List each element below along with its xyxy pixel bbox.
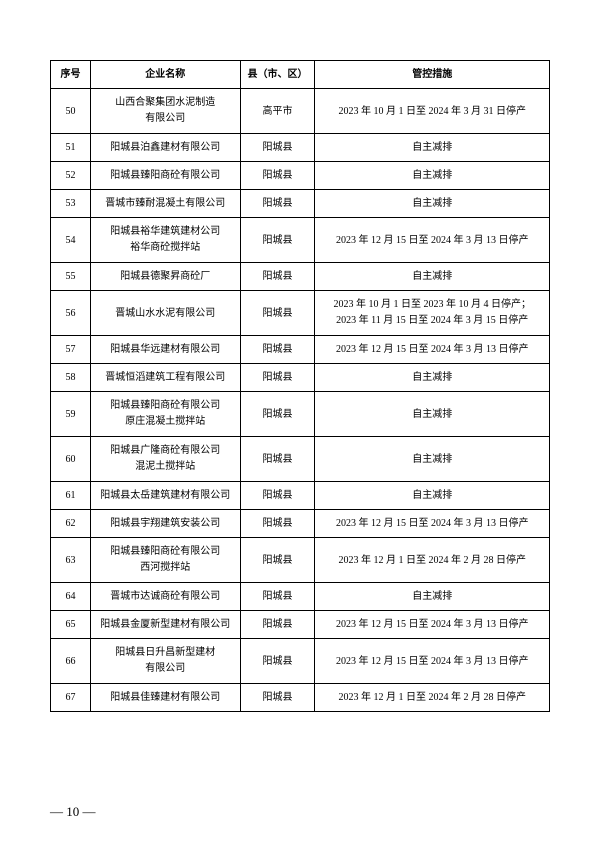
cell-region: 阳城县 (240, 538, 315, 583)
cell-name: 阳城县臻阳商砼有限公司 (90, 162, 240, 190)
cell-measure: 2023 年 12 月 15 日至 2024 年 3 月 13 日停产 (315, 336, 550, 364)
cell-seq: 58 (51, 364, 91, 392)
cell-name: 阳城县华远建材有限公司 (90, 336, 240, 364)
cell-seq: 62 (51, 510, 91, 538)
header-measure: 管控措施 (315, 61, 550, 89)
table-row: 66阳城县日升昌新型建材有限公司阳城县2023 年 12 月 15 日至 202… (51, 639, 550, 684)
cell-region: 阳城县 (240, 291, 315, 336)
cell-name: 阳城县臻阳商砼有限公司西河搅拌站 (90, 538, 240, 583)
cell-name: 阳城县德聚昇商砼厂 (90, 263, 240, 291)
cell-measure: 自主减排 (315, 482, 550, 510)
cell-measure: 2023 年 12 月 1 日至 2024 年 2 月 28 日停产 (315, 538, 550, 583)
cell-seq: 61 (51, 482, 91, 510)
cell-measure: 自主减排 (315, 162, 550, 190)
cell-name: 山西合聚集团水泥制造有限公司 (90, 89, 240, 134)
page-number: — 10 — (50, 804, 96, 820)
cell-seq: 55 (51, 263, 91, 291)
table-row: 57阳城县华远建材有限公司阳城县2023 年 12 月 15 日至 2024 年… (51, 336, 550, 364)
header-seq: 序号 (51, 61, 91, 89)
cell-measure: 自主减排 (315, 583, 550, 611)
cell-seq: 51 (51, 134, 91, 162)
cell-name: 晋城市臻耐混凝土有限公司 (90, 190, 240, 218)
cell-seq: 50 (51, 89, 91, 134)
table-row: 53晋城市臻耐混凝土有限公司阳城县自主减排 (51, 190, 550, 218)
cell-name: 阳城县广隆商砼有限公司混泥土搅拌站 (90, 437, 240, 482)
cell-seq: 52 (51, 162, 91, 190)
table-row: 56晋城山水水泥有限公司阳城县2023 年 10 月 1 日至 2023 年 1… (51, 291, 550, 336)
cell-region: 阳城县 (240, 162, 315, 190)
data-table: 序号 企业名称 县（市、区） 管控措施 50山西合聚集团水泥制造有限公司高平市2… (50, 60, 550, 712)
table-row: 52阳城县臻阳商砼有限公司阳城县自主减排 (51, 162, 550, 190)
cell-region: 阳城县 (240, 510, 315, 538)
cell-measure: 2023 年 12 月 15 日至 2024 年 3 月 13 日停产 (315, 639, 550, 684)
header-region: 县（市、区） (240, 61, 315, 89)
cell-region: 阳城县 (240, 482, 315, 510)
table-row: 60阳城县广隆商砼有限公司混泥土搅拌站阳城县自主减排 (51, 437, 550, 482)
cell-region: 阳城县 (240, 583, 315, 611)
cell-name: 阳城县佳臻建材有限公司 (90, 684, 240, 712)
cell-name: 阳城县泊鑫建材有限公司 (90, 134, 240, 162)
cell-seq: 56 (51, 291, 91, 336)
cell-measure: 2023 年 10 月 1 日至 2024 年 3 月 31 日停产 (315, 89, 550, 134)
table-row: 51阳城县泊鑫建材有限公司阳城县自主减排 (51, 134, 550, 162)
cell-name: 阳城县日升昌新型建材有限公司 (90, 639, 240, 684)
cell-seq: 67 (51, 684, 91, 712)
cell-seq: 60 (51, 437, 91, 482)
cell-measure: 2023 年 12 月 15 日至 2024 年 3 月 13 日停产 (315, 611, 550, 639)
cell-region: 阳城县 (240, 639, 315, 684)
cell-region: 阳城县 (240, 218, 315, 263)
cell-region: 阳城县 (240, 336, 315, 364)
cell-measure: 2023 年 12 月 1 日至 2024 年 2 月 28 日停产 (315, 684, 550, 712)
cell-region: 阳城县 (240, 684, 315, 712)
cell-seq: 53 (51, 190, 91, 218)
cell-name: 晋城市达诚商砼有限公司 (90, 583, 240, 611)
cell-measure: 自主减排 (315, 263, 550, 291)
cell-seq: 54 (51, 218, 91, 263)
cell-name: 晋城山水水泥有限公司 (90, 291, 240, 336)
table-row: 65阳城县金厦新型建材有限公司阳城县2023 年 12 月 15 日至 2024… (51, 611, 550, 639)
table-row: 63阳城县臻阳商砼有限公司西河搅拌站阳城县2023 年 12 月 1 日至 20… (51, 538, 550, 583)
table-row: 61阳城县太岳建筑建材有限公司阳城县自主减排 (51, 482, 550, 510)
table-row: 62阳城县宇翔建筑安装公司阳城县2023 年 12 月 15 日至 2024 年… (51, 510, 550, 538)
cell-region: 阳城县 (240, 190, 315, 218)
cell-region: 阳城县 (240, 263, 315, 291)
table-row: 54阳城县裕华建筑建材公司裕华商砼搅拌站阳城县2023 年 12 月 15 日至… (51, 218, 550, 263)
cell-seq: 64 (51, 583, 91, 611)
cell-seq: 65 (51, 611, 91, 639)
table-row: 58晋城恒滔建筑工程有限公司阳城县自主减排 (51, 364, 550, 392)
table-row: 67阳城县佳臻建材有限公司阳城县2023 年 12 月 1 日至 2024 年 … (51, 684, 550, 712)
cell-measure: 自主减排 (315, 437, 550, 482)
table-row: 55阳城县德聚昇商砼厂阳城县自主减排 (51, 263, 550, 291)
cell-measure: 自主减排 (315, 364, 550, 392)
cell-name: 晋城恒滔建筑工程有限公司 (90, 364, 240, 392)
cell-measure: 2023 年 12 月 15 日至 2024 年 3 月 13 日停产 (315, 510, 550, 538)
table-row: 50山西合聚集团水泥制造有限公司高平市2023 年 10 月 1 日至 2024… (51, 89, 550, 134)
table-row: 64晋城市达诚商砼有限公司阳城县自主减排 (51, 583, 550, 611)
cell-region: 阳城县 (240, 437, 315, 482)
cell-measure: 自主减排 (315, 134, 550, 162)
cell-measure: 自主减排 (315, 392, 550, 437)
header-name: 企业名称 (90, 61, 240, 89)
cell-seq: 57 (51, 336, 91, 364)
cell-measure: 自主减排 (315, 190, 550, 218)
cell-seq: 63 (51, 538, 91, 583)
cell-seq: 59 (51, 392, 91, 437)
cell-name: 阳城县宇翔建筑安装公司 (90, 510, 240, 538)
cell-name: 阳城县金厦新型建材有限公司 (90, 611, 240, 639)
cell-region: 阳城县 (240, 134, 315, 162)
table-header-row: 序号 企业名称 县（市、区） 管控措施 (51, 61, 550, 89)
cell-region: 阳城县 (240, 392, 315, 437)
cell-name: 阳城县裕华建筑建材公司裕华商砼搅拌站 (90, 218, 240, 263)
cell-measure: 2023 年 12 月 15 日至 2024 年 3 月 13 日停产 (315, 218, 550, 263)
cell-seq: 66 (51, 639, 91, 684)
cell-region: 阳城县 (240, 611, 315, 639)
cell-region: 高平市 (240, 89, 315, 134)
cell-name: 阳城县太岳建筑建材有限公司 (90, 482, 240, 510)
cell-name: 阳城县臻阳商砼有限公司原庄混凝土搅拌站 (90, 392, 240, 437)
table-row: 59阳城县臻阳商砼有限公司原庄混凝土搅拌站阳城县自主减排 (51, 392, 550, 437)
cell-measure: 2023 年 10 月 1 日至 2023 年 10 月 4 日停产；2023 … (315, 291, 550, 336)
cell-region: 阳城县 (240, 364, 315, 392)
